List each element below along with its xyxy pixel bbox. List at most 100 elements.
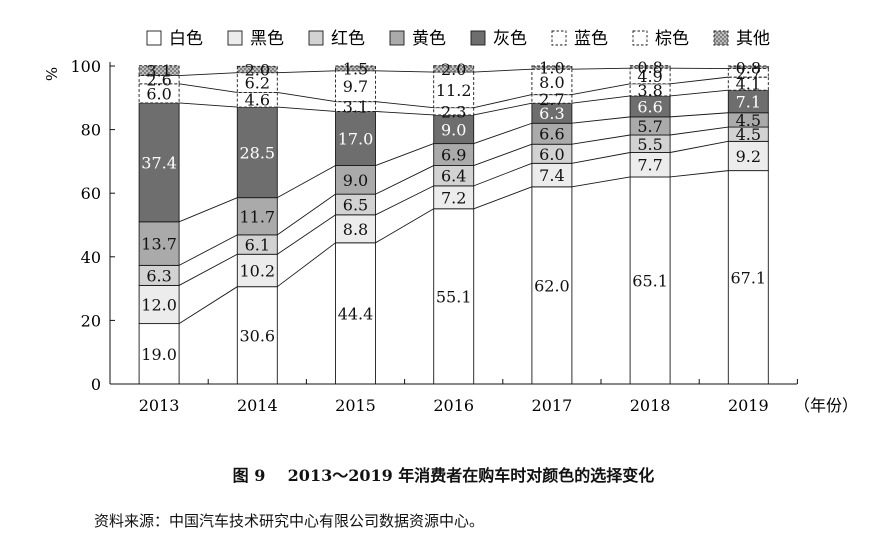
connector-line xyxy=(571,152,631,164)
data-source-note: 资料来源：中国汽车技术研究中心有限公司数据资源中心。 xyxy=(94,512,485,530)
data-label: 6.1 xyxy=(245,236,270,255)
connector-line xyxy=(375,111,434,116)
x-tick-label: 2013 xyxy=(139,396,180,415)
data-label: 4.5 xyxy=(736,125,761,144)
data-label: 10.2 xyxy=(239,261,275,280)
connector-line xyxy=(670,76,729,85)
connector-line xyxy=(571,95,631,104)
bar-segment-2014-4 xyxy=(236,106,278,199)
bar-segment-2017-7 xyxy=(531,65,573,70)
connector-line xyxy=(473,68,532,73)
connector-line xyxy=(473,162,533,187)
y-tick-label: 80 xyxy=(81,121,101,140)
connector-line xyxy=(277,165,336,199)
legend-label: 灰色 xyxy=(493,29,527,49)
plot-area: 19.012.06.313.737.46.02.63.130.610.26.11… xyxy=(138,58,769,385)
data-label: 37.4 xyxy=(141,153,177,172)
data-label-group: 19.012.06.313.737.46.02.63.130.610.26.11… xyxy=(141,58,766,364)
legend: 白色 黑色 红色 黄色 灰色 蓝色 棕色 其他 xyxy=(146,29,770,49)
legend-swatch xyxy=(713,30,729,46)
legend-swatch xyxy=(551,30,567,46)
bar-segment-2015-3 xyxy=(335,165,376,195)
data-label: 6.6 xyxy=(539,125,564,144)
data-label: 9.7 xyxy=(343,77,368,96)
data-label: 9.0 xyxy=(441,120,466,139)
bar-segment-2015-1 xyxy=(335,214,376,244)
connector-line xyxy=(670,126,729,136)
data-label: 0.8 xyxy=(637,58,662,77)
data-label: 4.6 xyxy=(245,91,270,110)
bar-segment-2015-6 xyxy=(335,70,376,103)
y-tick-label: 0 xyxy=(91,375,101,394)
connector-line xyxy=(571,134,631,145)
connector-line xyxy=(473,143,533,166)
data-label: 7.1 xyxy=(736,92,761,111)
data-label: 2.3 xyxy=(441,102,466,121)
connector-line xyxy=(179,83,238,93)
data-label: 1.5 xyxy=(343,59,368,78)
data-label: 44.4 xyxy=(338,304,374,323)
connector-line xyxy=(473,122,533,145)
x-tick-label: 2016 xyxy=(433,396,474,415)
connector-line xyxy=(277,106,336,112)
bar-stack-group xyxy=(138,65,769,385)
data-label: 65.1 xyxy=(632,271,668,290)
legend-swatch xyxy=(470,30,486,46)
data-label: 6.0 xyxy=(539,145,564,164)
data-label: 2.7 xyxy=(736,64,761,83)
x-tick-label: 2017 xyxy=(532,396,573,415)
figure-caption: 图 9 2013～2019 年消费者在购车时对颜色的选择变化 xyxy=(0,462,887,486)
legend-label: 黄色 xyxy=(412,29,446,49)
data-label: 17.0 xyxy=(338,130,374,149)
data-label: 12.0 xyxy=(141,296,177,315)
connector-line xyxy=(178,234,238,266)
data-label: 13.7 xyxy=(141,235,177,254)
connector-line xyxy=(571,67,631,70)
bar-segment-2015-0 xyxy=(335,242,376,385)
data-label: 4.1 xyxy=(736,75,761,94)
connector-line xyxy=(670,112,729,118)
legend-swatch xyxy=(632,30,648,46)
connector-line xyxy=(277,242,336,288)
bar-segment-2019-0 xyxy=(727,170,769,385)
y-tick-label: 40 xyxy=(81,248,101,267)
connector-line xyxy=(179,102,238,108)
data-label: 3.8 xyxy=(637,81,662,100)
data-label: 3.1 xyxy=(343,98,368,117)
data-label: 5.7 xyxy=(637,117,662,136)
bar-segment-2015-7 xyxy=(335,65,376,72)
bar-segment-2016-7 xyxy=(433,65,475,73)
data-label: 4.9 xyxy=(637,67,662,86)
y-tick-label: 20 xyxy=(81,311,101,330)
connector-line xyxy=(375,101,434,109)
connector-line xyxy=(277,214,336,255)
bar-segment-2014-7 xyxy=(236,65,278,74)
data-label: 6.3 xyxy=(146,266,171,285)
connector-line xyxy=(571,83,631,96)
legend-swatch xyxy=(227,30,243,46)
connector-line xyxy=(670,170,729,178)
legend-label: 黑色 xyxy=(250,29,284,49)
y-tick-label: 60 xyxy=(81,184,101,203)
axes: 0 20 40 60 80 100 2013 2014 2015 2016 2017 2018 2019 xyxy=(70,57,798,415)
bar-segment-2016-4 xyxy=(433,114,475,145)
data-label: 11.2 xyxy=(436,81,472,100)
legend-swatch xyxy=(308,30,324,46)
figure-title: 2013～2019 年消费者在购车时对颜色的选择变化 xyxy=(287,466,655,485)
data-label: 28.5 xyxy=(239,143,275,162)
data-label: 6.2 xyxy=(245,74,270,93)
legend-label: 棕色 xyxy=(655,29,689,49)
connector-line xyxy=(375,165,434,195)
bar-segment-2013-7 xyxy=(138,65,180,76)
data-label: 6.6 xyxy=(637,97,662,116)
legend-swatch xyxy=(146,30,162,46)
data-label: 2.6 xyxy=(146,71,171,90)
data-label: 3.1 xyxy=(146,62,171,81)
data-label: 0.8 xyxy=(736,58,761,77)
connector-line xyxy=(375,185,434,216)
connector-line xyxy=(178,286,238,324)
connector-line xyxy=(179,72,238,76)
x-tick-label: 2019 xyxy=(728,396,769,415)
data-label: 8.8 xyxy=(343,220,368,239)
data-label: 5.5 xyxy=(637,135,662,154)
